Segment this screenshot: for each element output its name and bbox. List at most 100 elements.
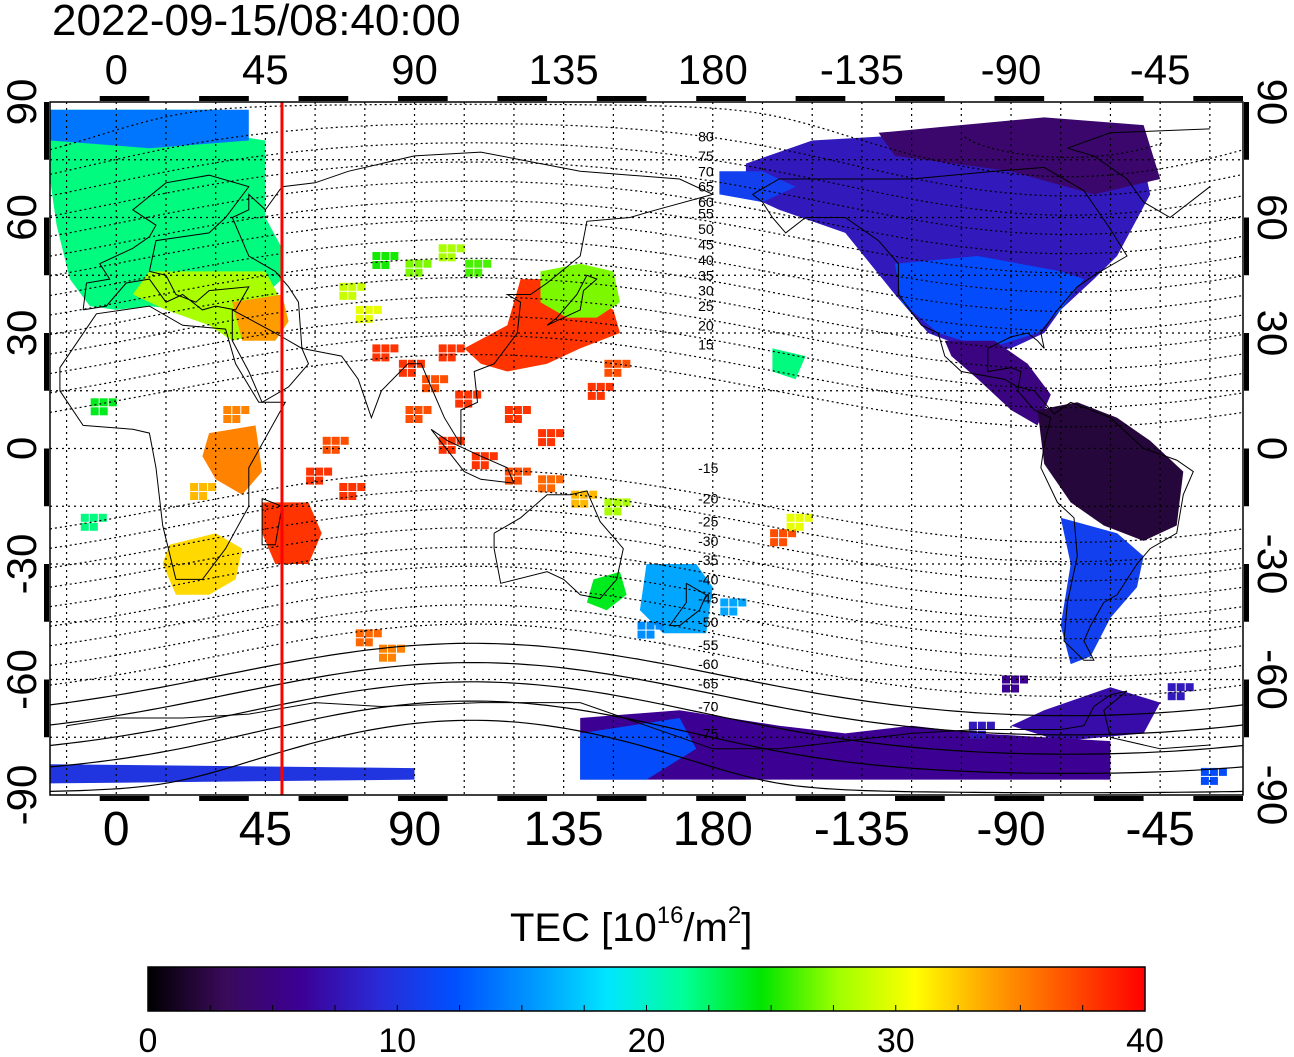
contour-line	[50, 604, 1243, 678]
map-title: 2022-09-15/08:40:00	[52, 0, 461, 45]
tec-cell	[480, 452, 489, 461]
tec-cell	[556, 475, 565, 484]
tec-cell	[232, 406, 241, 414]
left-axis-bar	[44, 102, 49, 160]
contour-line	[50, 238, 1243, 312]
tec-cell	[1200, 767, 1209, 776]
tec-cell	[357, 483, 366, 491]
colorbar-title-exp1: 16	[656, 902, 684, 929]
coastline	[493, 490, 624, 600]
tec-cell	[223, 415, 232, 423]
contour-line	[50, 296, 1243, 370]
tec-cell	[580, 499, 589, 508]
tec-cell	[655, 621, 664, 630]
tec-cell	[339, 291, 348, 300]
tec-cell	[355, 314, 364, 323]
contour-label: -25	[698, 514, 718, 530]
bottom-axis-bar	[1193, 796, 1243, 801]
tec-cell	[613, 359, 622, 368]
top-axis-bar	[696, 96, 746, 101]
top-axis-bar	[298, 96, 349, 101]
contour-label: -55	[698, 637, 718, 653]
tec-region-antarctic-pen	[1011, 687, 1161, 742]
tec-cell	[348, 291, 357, 300]
tec-cell	[438, 445, 447, 454]
top-axis-bar	[497, 96, 548, 101]
tec-cell	[471, 461, 480, 470]
tec-cell	[786, 522, 795, 531]
top-axis-bar	[1093, 96, 1144, 101]
contour-label: 45	[698, 236, 714, 252]
top-lon-label: 45	[242, 46, 289, 93]
tec-cell	[90, 398, 99, 407]
coastline	[59, 305, 287, 580]
contour-label: 60	[698, 194, 714, 210]
bottom-axis-bar	[994, 796, 1045, 801]
colorbar-title-suffix: ]	[741, 906, 753, 950]
contour-line	[50, 354, 1243, 428]
contour-line	[50, 585, 1243, 659]
tec-cell	[646, 630, 655, 639]
tec-cell	[315, 476, 324, 485]
tec-cell	[556, 429, 565, 438]
tec-cell	[456, 244, 465, 253]
tec-cell	[455, 390, 464, 399]
top-lon-label: -135	[820, 46, 904, 93]
tec-cell	[447, 353, 456, 362]
right-lat-label: 30	[1249, 310, 1294, 357]
tec-cell	[339, 492, 348, 500]
contour-line	[964, 136, 1164, 158]
tec-region-arctic-alaska	[719, 171, 796, 203]
tec-cell	[456, 344, 465, 353]
tec-cell	[98, 513, 107, 522]
tec-cell	[1167, 683, 1176, 692]
bottom-lon-label: -90	[976, 803, 1045, 856]
tec-cell	[1209, 776, 1218, 785]
top-axis-bar	[795, 96, 846, 101]
tec-cell	[465, 268, 474, 277]
tec-cell	[464, 399, 473, 408]
bottom-lon-label: -45	[1125, 803, 1194, 856]
contour-line	[50, 681, 1243, 755]
top-axis-bar	[397, 96, 448, 101]
tec-cell	[770, 529, 779, 538]
tec-cell	[322, 436, 331, 445]
tec-cell	[613, 368, 622, 377]
tec-cell	[622, 498, 631, 507]
tec-cell	[1209, 767, 1218, 776]
tec-cell	[438, 353, 447, 362]
tec-cell	[613, 507, 622, 516]
tec-cell	[80, 513, 89, 522]
tec-cell	[440, 375, 449, 384]
left-lat-label: -60	[0, 649, 45, 710]
bottom-axis-bar	[895, 796, 945, 801]
tec-cell	[1200, 776, 1209, 785]
coastline	[668, 582, 707, 627]
tec-region-antarctica-bottom	[50, 764, 415, 784]
right-lat-label: -30	[1249, 534, 1294, 595]
tec-cell	[604, 359, 613, 368]
tec-cell	[729, 598, 738, 607]
tec-cell	[398, 368, 407, 377]
contour-line	[50, 161, 1243, 235]
tec-cell	[474, 259, 483, 268]
tec-cell	[788, 529, 797, 538]
tec-cell	[489, 452, 498, 461]
contour-label: 80	[698, 129, 714, 145]
tec-cell	[480, 461, 489, 470]
tec-cell	[1011, 684, 1019, 693]
contour-line	[50, 334, 1243, 409]
right-lat-label: -90	[1249, 765, 1294, 826]
tec-cell	[431, 384, 440, 393]
tec-cell	[364, 314, 373, 323]
tec-region-south-america-north	[1037, 402, 1184, 541]
contour-label: 25	[698, 298, 714, 314]
bottom-axis-bar	[199, 796, 249, 801]
tec-cell	[447, 436, 456, 445]
tec-cell	[355, 638, 364, 647]
tec-cell	[513, 406, 522, 414]
tec-cell	[340, 436, 349, 445]
tec-cell	[483, 259, 492, 268]
contour-label: -35	[698, 552, 718, 568]
tec-region-japan	[540, 263, 620, 318]
